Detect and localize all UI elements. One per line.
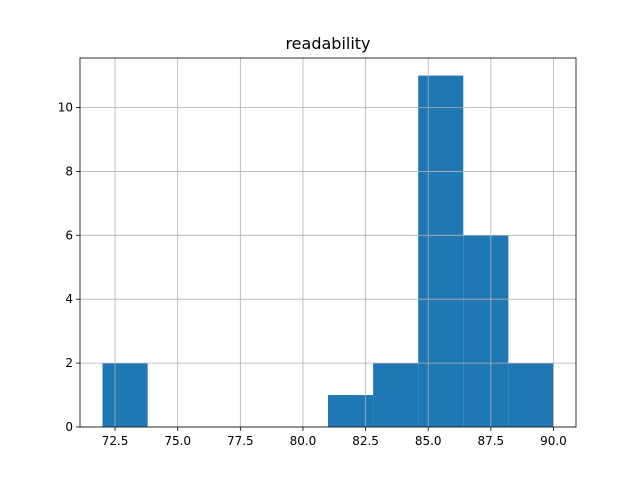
chart-title: readability	[285, 34, 370, 53]
x-tick-label: 87.5	[477, 434, 504, 448]
histogram-bar	[418, 75, 464, 428]
y-tick-label: 10	[58, 101, 73, 115]
histogram-bar	[328, 395, 374, 427]
x-tick-label: 82.5	[352, 434, 379, 448]
y-tick-label: 6	[65, 228, 73, 242]
x-tick-label: 75.0	[164, 434, 191, 448]
bars	[102, 75, 554, 428]
y-tick-label: 0	[65, 420, 73, 434]
histogram-bar	[508, 363, 554, 427]
x-tick-label: 85.0	[415, 434, 442, 448]
x-tick-label: 77.5	[227, 434, 254, 448]
y-tick-label: 4	[65, 292, 73, 306]
axes-frame	[79, 57, 577, 428]
grid	[80, 58, 576, 428]
x-tick-label: 72.5	[102, 434, 129, 448]
y-axis-ticks: 0 2 4 6 8 10	[58, 101, 80, 434]
y-tick-label: 8	[65, 164, 73, 178]
x-tick-label: 80.0	[290, 434, 317, 448]
histogram-bar	[102, 363, 148, 427]
y-tick-label: 2	[65, 356, 73, 370]
histogram-bar	[373, 363, 419, 427]
x-axis-ticks: 72.5 75.0 77.5 80.0 82.5 85.0 87.5 90.0	[102, 427, 567, 448]
histogram-bar	[463, 235, 509, 427]
x-tick-label: 90.0	[540, 434, 567, 448]
